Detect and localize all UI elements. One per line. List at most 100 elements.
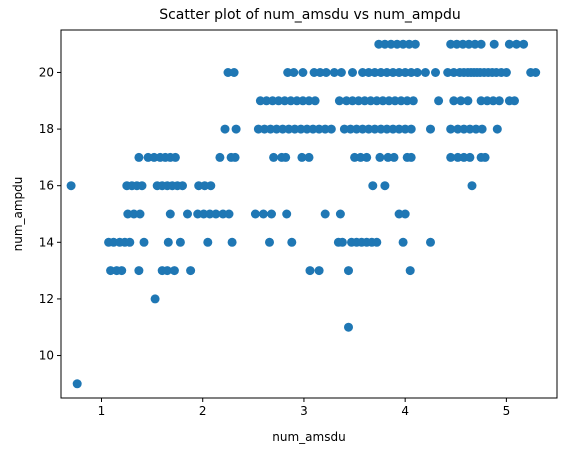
data-point xyxy=(410,39,420,49)
data-point xyxy=(326,124,336,134)
data-point xyxy=(125,237,135,247)
data-point xyxy=(134,266,144,276)
data-point xyxy=(406,152,416,162)
data-point xyxy=(269,152,279,162)
data-point xyxy=(183,209,192,219)
y-tick-label: 20 xyxy=(39,65,54,79)
data-point xyxy=(504,39,514,49)
data-point xyxy=(220,124,230,134)
data-point xyxy=(287,237,297,247)
data-point xyxy=(321,68,331,77)
y-tick-label: 12 xyxy=(39,292,54,306)
data-point xyxy=(305,266,315,276)
data-point xyxy=(434,96,444,106)
data-point xyxy=(400,209,410,219)
points-layer xyxy=(66,39,541,389)
data-point xyxy=(178,181,187,191)
data-point xyxy=(531,68,541,77)
y-axis-label: num_ampdu xyxy=(11,177,25,252)
data-point xyxy=(510,96,519,106)
data-point xyxy=(362,152,372,162)
data-point xyxy=(258,209,268,219)
data-point xyxy=(215,152,225,162)
data-point xyxy=(337,237,347,247)
data-point xyxy=(465,152,475,162)
data-point xyxy=(467,181,477,191)
data-point xyxy=(406,124,416,134)
data-point xyxy=(449,96,459,106)
data-point xyxy=(412,68,422,77)
x-ticks: 1 2 3 4 5 xyxy=(98,398,510,418)
data-point xyxy=(134,152,144,162)
data-point xyxy=(169,266,179,276)
data-point xyxy=(501,68,511,77)
data-point xyxy=(480,152,490,162)
data-point xyxy=(329,68,339,77)
data-point xyxy=(229,68,239,77)
data-point xyxy=(314,266,324,276)
y-tick-label: 18 xyxy=(39,122,54,136)
data-point xyxy=(211,209,221,219)
data-point xyxy=(492,124,502,134)
data-point xyxy=(420,68,430,77)
data-point xyxy=(304,152,314,162)
data-point xyxy=(206,181,216,191)
data-point xyxy=(72,379,82,389)
data-point xyxy=(66,181,76,191)
data-point xyxy=(344,266,353,276)
data-point xyxy=(519,39,529,49)
data-point xyxy=(489,39,499,49)
data-point xyxy=(477,124,487,134)
data-point xyxy=(372,237,382,247)
data-point xyxy=(297,152,307,162)
data-point xyxy=(227,237,237,247)
data-point xyxy=(310,96,320,106)
data-point xyxy=(408,96,418,106)
data-point xyxy=(476,39,486,49)
data-point xyxy=(117,266,127,276)
data-point xyxy=(282,209,292,219)
data-point xyxy=(446,124,456,134)
data-point xyxy=(224,209,234,219)
data-point xyxy=(398,237,408,247)
data-point xyxy=(463,96,473,106)
data-point xyxy=(456,96,466,106)
data-point xyxy=(265,237,274,247)
data-point xyxy=(231,124,241,134)
data-point xyxy=(334,96,344,106)
plot-frame xyxy=(60,29,558,399)
data-point xyxy=(150,294,160,304)
data-point xyxy=(289,68,299,77)
data-point xyxy=(137,181,147,191)
data-point xyxy=(135,209,145,219)
data-point xyxy=(431,68,440,77)
data-point xyxy=(380,181,390,191)
x-tick-label: 4 xyxy=(401,404,409,418)
y-tick-label: 10 xyxy=(39,349,54,363)
data-point xyxy=(203,237,213,247)
x-tick-label: 3 xyxy=(300,404,308,418)
data-point xyxy=(405,266,415,276)
x-axis-label: num_amsdu xyxy=(272,430,345,444)
data-point xyxy=(335,209,345,219)
data-point xyxy=(162,266,172,276)
data-point xyxy=(389,152,399,162)
data-point xyxy=(320,209,330,219)
data-point xyxy=(186,266,196,276)
data-point xyxy=(426,124,435,134)
data-point xyxy=(494,96,504,106)
data-point xyxy=(446,152,456,162)
data-point xyxy=(368,181,378,191)
x-tick-label: 1 xyxy=(98,404,106,418)
data-point xyxy=(250,209,260,219)
data-point xyxy=(344,322,353,332)
data-point xyxy=(170,152,180,162)
y-tick-label: 14 xyxy=(39,235,54,249)
data-point xyxy=(165,209,175,219)
data-point xyxy=(375,152,385,162)
data-point xyxy=(281,152,291,162)
y-tick-label: 16 xyxy=(39,179,54,193)
data-point xyxy=(175,237,185,247)
data-point xyxy=(139,237,149,247)
